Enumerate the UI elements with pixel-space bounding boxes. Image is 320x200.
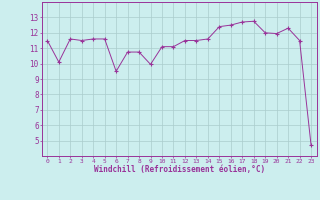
X-axis label: Windchill (Refroidissement éolien,°C): Windchill (Refroidissement éolien,°C) [94, 165, 265, 174]
